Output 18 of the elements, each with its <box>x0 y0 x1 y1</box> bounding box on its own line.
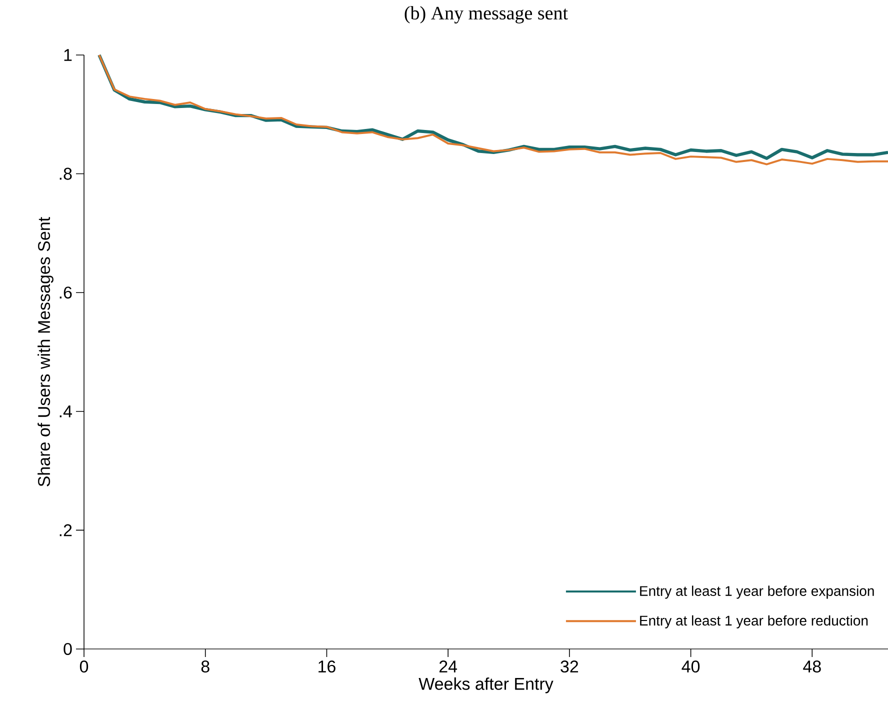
x-axis-title: Weeks after Entry <box>418 677 554 694</box>
y-tick-label: .2 <box>60 524 72 536</box>
legend-label: Entry at least 1 year before reduction <box>640 615 868 628</box>
x-tick-label: 0 <box>80 660 88 673</box>
x-tick-label: 8 <box>201 660 210 673</box>
x-tick-label: 40 <box>682 660 700 673</box>
x-tick-label: 32 <box>560 660 578 673</box>
x-tick-label: 48 <box>803 660 821 673</box>
y-tick-label: 0 <box>64 642 72 656</box>
legend-label: Entry at least 1 year before expansion <box>640 586 874 599</box>
y-tick-label: .4 <box>60 406 72 418</box>
chart-title: (b) Any message sent <box>404 6 568 24</box>
x-tick-label: 16 <box>318 660 336 673</box>
y-tick-label: .6 <box>60 286 72 299</box>
x-tick-label: 24 <box>439 660 458 672</box>
y-tick-label: .8 <box>60 168 72 180</box>
y-tick-label: 1 <box>64 49 72 61</box>
y-axis-title: Share of Users with Messages Sent <box>38 217 54 486</box>
